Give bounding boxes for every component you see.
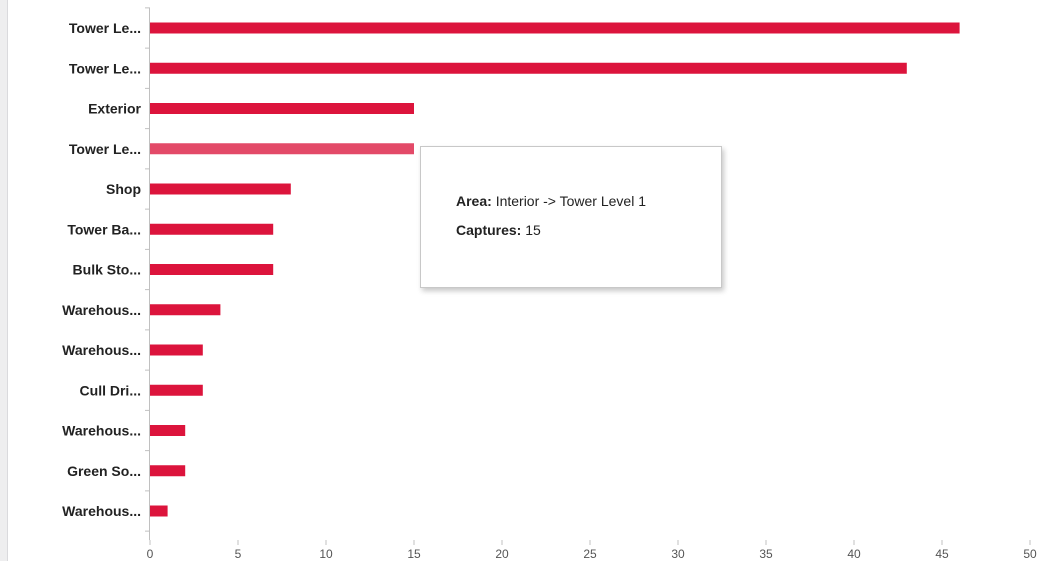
category-label: Warehous... [62, 503, 141, 519]
category-label: Tower Le... [69, 60, 141, 76]
category-label: Cull Dri... [80, 382, 141, 398]
x-tick-label: 25 [583, 547, 597, 561]
category-label: Green So... [67, 463, 141, 479]
bar [150, 344, 203, 356]
chart-axes [145, 7, 1031, 545]
x-tick-label: 35 [759, 547, 773, 561]
bar [150, 62, 907, 74]
bar-tooltip: Area: Interior -> Tower Level 1 Captures… [420, 146, 722, 288]
tooltip-area-key: Area: [456, 193, 492, 209]
bar [150, 183, 291, 195]
category-label: Tower Ba... [67, 221, 141, 237]
tooltip-captures-key: Captures: [456, 222, 522, 238]
bar [150, 223, 274, 235]
category-label: Warehous... [62, 423, 141, 439]
bar [150, 505, 168, 517]
x-tick-label: 50 [1023, 547, 1037, 561]
x-tick-label: 10 [319, 547, 333, 561]
x-tick-label: 5 [235, 547, 242, 561]
category-label: Exterior [88, 101, 141, 117]
x-tick-label: 30 [671, 547, 685, 561]
x-tick-label: 0 [147, 547, 154, 561]
tooltip-captures-row: Captures: 15 [456, 222, 721, 238]
tooltip-area-value: Interior -> Tower Level 1 [495, 193, 647, 209]
x-tick-label: 15 [407, 547, 421, 561]
x-tick-label: 45 [935, 547, 949, 561]
category-label: Warehous... [62, 302, 141, 318]
tooltip-area-row: Area: Interior -> Tower Level 1 [456, 193, 721, 209]
bar [150, 465, 186, 477]
bar [150, 304, 221, 316]
category-label: Bulk Sto... [73, 262, 141, 278]
x-tick-labels: 0 5 10 15 20 25 30 35 40 45 50 [147, 547, 1037, 561]
category-label: Warehous... [62, 342, 141, 358]
bar [150, 425, 186, 436]
bar [150, 103, 414, 114]
x-tick-label: 20 [495, 547, 509, 561]
bar [150, 384, 203, 396]
bar [150, 22, 960, 34]
chart-bars [150, 22, 960, 517]
category-label: Tower Le... [69, 141, 141, 157]
x-tick-label: 40 [847, 547, 861, 561]
left-edge-divider [0, 0, 8, 561]
category-label: Tower Le... [69, 20, 141, 36]
category-labels: Tower Le... Tower Le... Exterior Tower Le..… [62, 20, 141, 519]
category-label: Shop [106, 181, 141, 197]
tooltip-captures-value: 15 [525, 222, 541, 238]
bar [150, 264, 274, 275]
bar [150, 143, 414, 155]
